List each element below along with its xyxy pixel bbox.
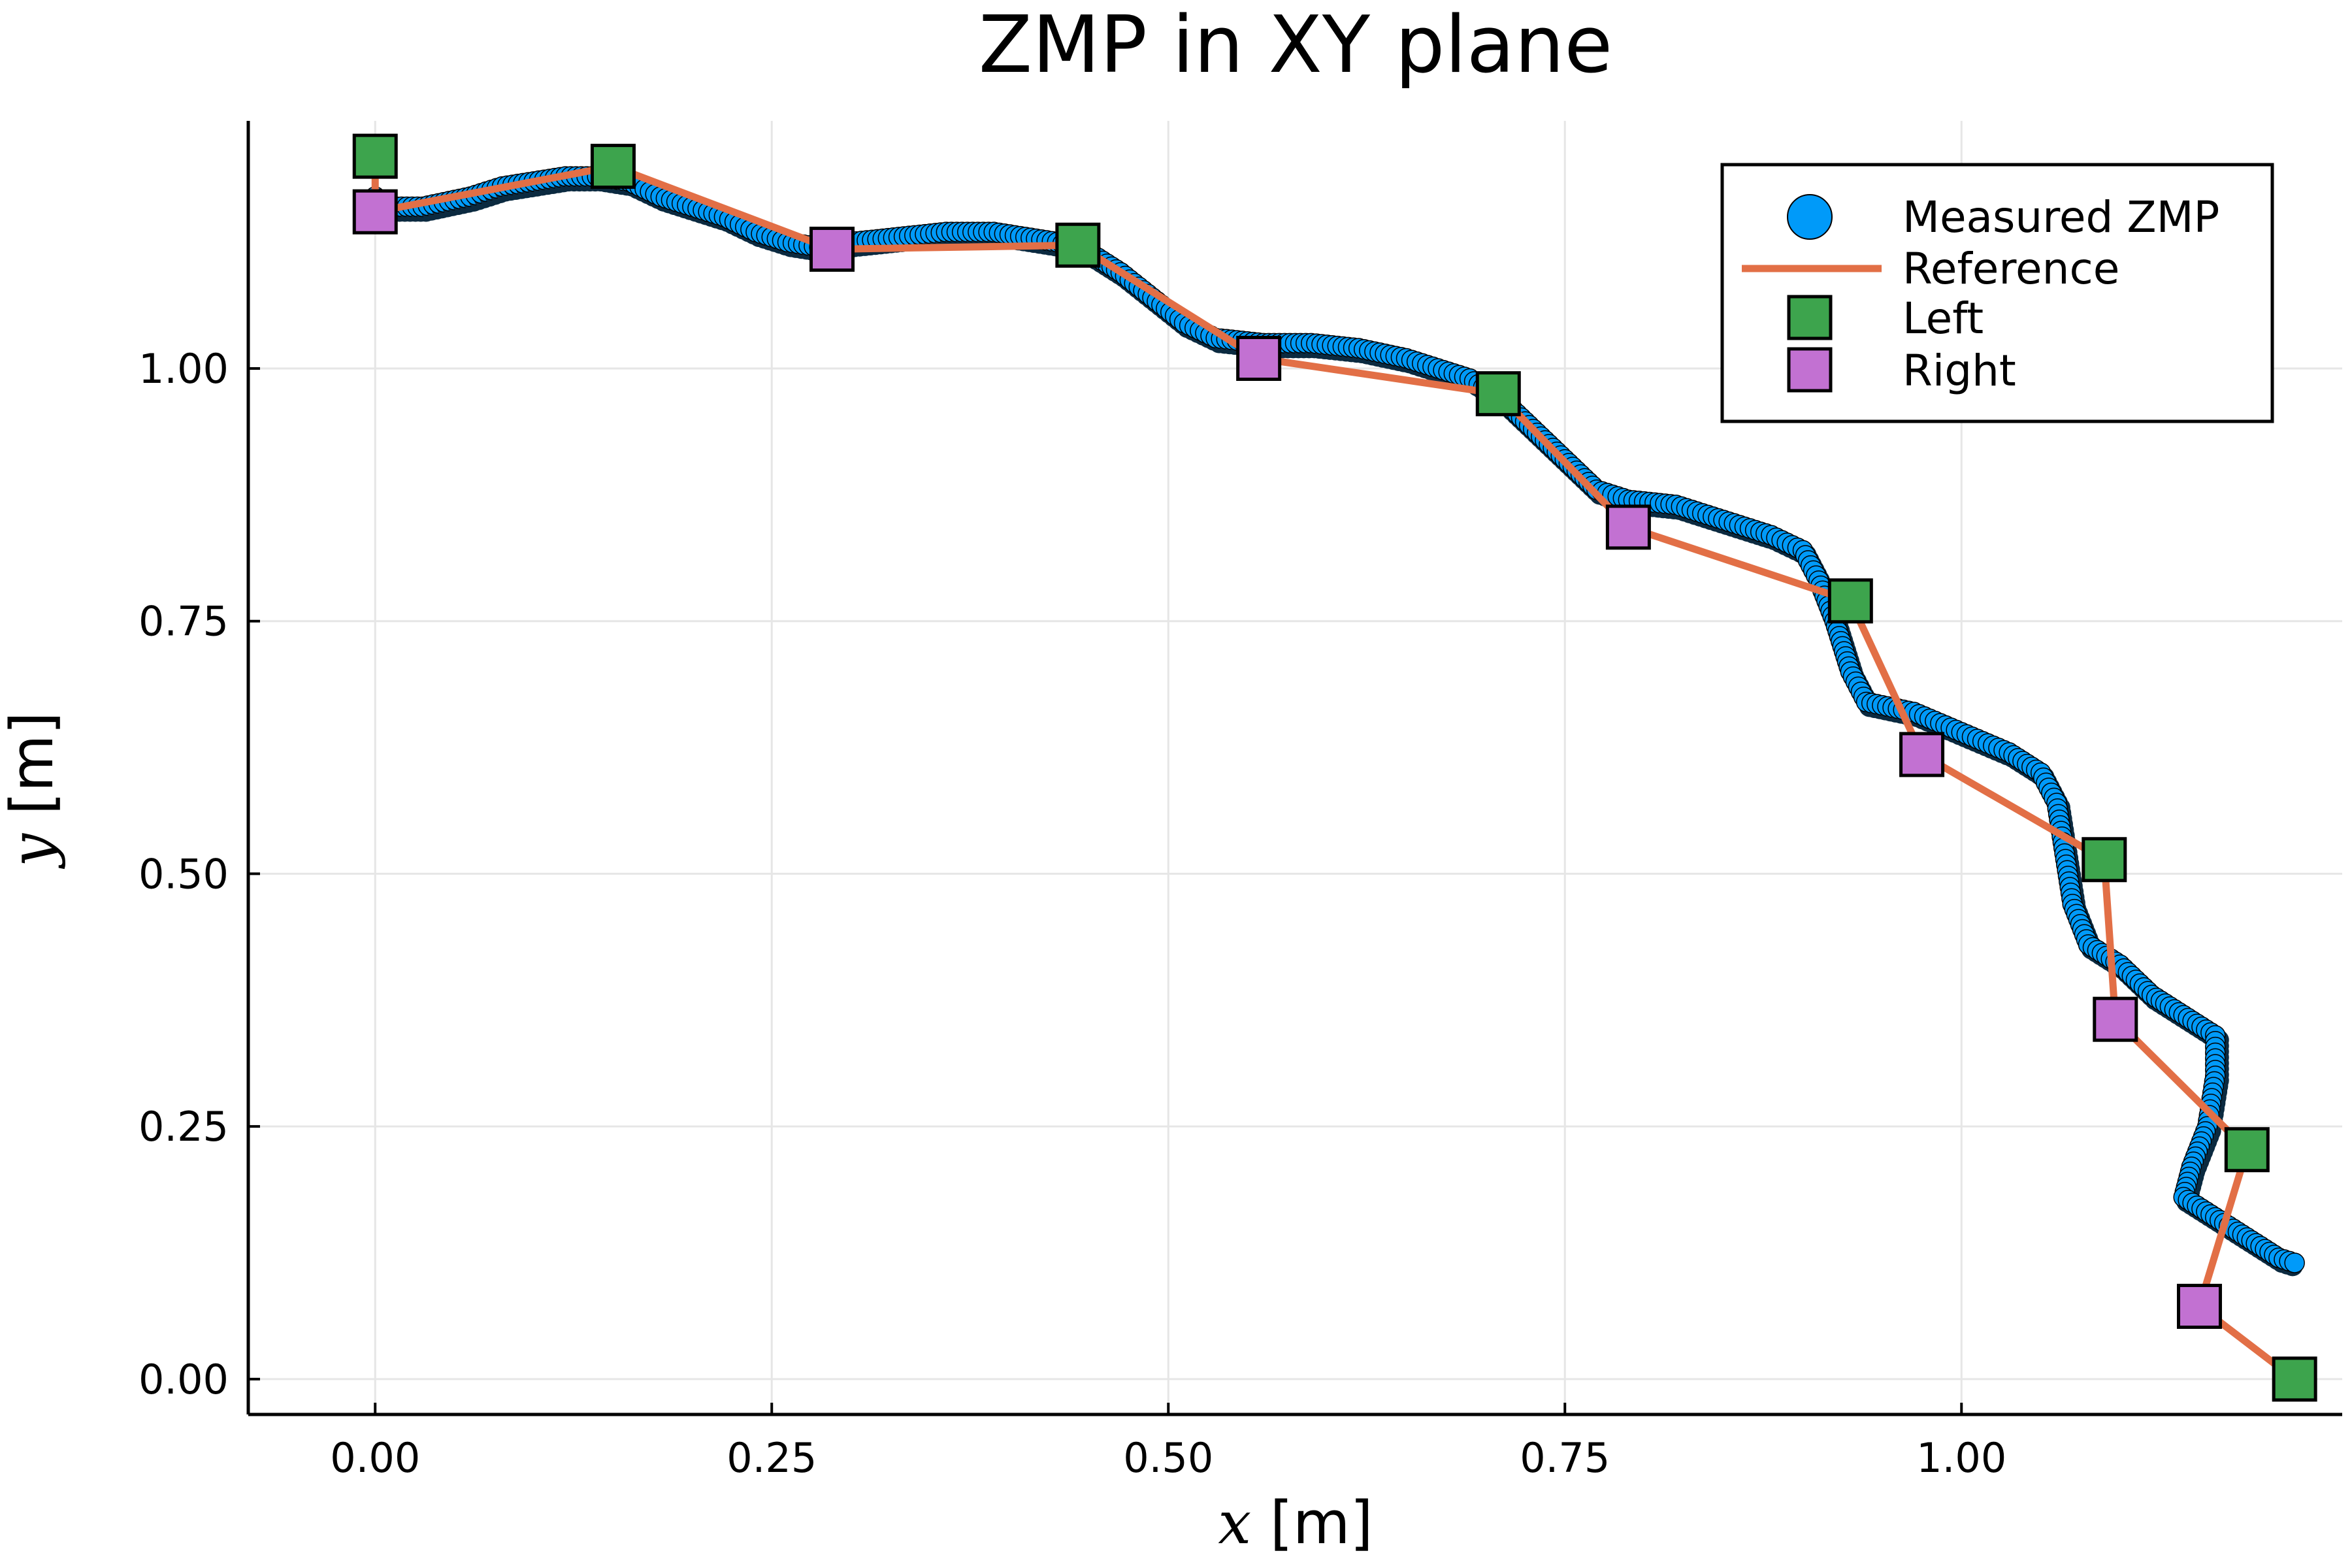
right-footstep-marker [2093, 996, 2138, 1042]
left-footstep-marker [2224, 1127, 2270, 1173]
left-footstep-marker [1827, 578, 1873, 624]
y-tick-label: 0.50 [139, 850, 229, 898]
right-footstep-marker [1605, 504, 1651, 550]
legend-label-reference: Reference [1903, 244, 2119, 294]
legend-label-measured-zmp: Measured ZMP [1903, 192, 2219, 242]
legend-swatch-right [1787, 347, 1833, 393]
y-tick-label: 0.75 [139, 598, 229, 645]
x-axis-unit: [m] [1251, 1489, 1373, 1558]
chart-title: ZMP in XY plane [979, 0, 1612, 91]
x-tick-label: 0.00 [330, 1434, 420, 1482]
left-footstep-marker [1055, 222, 1101, 268]
x-tick-label: 0.50 [1123, 1434, 1213, 1482]
left-footstep-marker [590, 144, 636, 189]
axes [246, 121, 2342, 1416]
right-footstep-marker [2176, 1283, 2222, 1329]
legend: Measured ZMP Reference Left Right [1720, 163, 2274, 423]
legend-box [1720, 163, 2274, 423]
x-tick-label: 0.25 [727, 1434, 817, 1482]
tick-labels: 0.00 0.25 0.50 0.75 1.00 0.00 0.25 0.50 0.75 1.00 [139, 345, 2006, 1482]
legend-swatch-measured-zmp [1787, 194, 1833, 240]
y-axis-variable: y [0, 833, 67, 870]
y-tick-label: 0.00 [139, 1356, 229, 1403]
x-tick-label: 0.75 [1520, 1434, 1610, 1482]
x-axis-variable: x [1218, 1489, 1251, 1558]
legend-swatch-left [1787, 295, 1833, 340]
left-footstep-marker [2082, 837, 2127, 883]
right-footstep-marker [809, 226, 855, 272]
x-tick-label: 1.00 [1916, 1434, 2006, 1482]
right-footstep-marker [1899, 732, 1945, 777]
left-footstep-marker [1475, 371, 1521, 417]
left-footstep-marker [352, 133, 398, 179]
right-footstep-marker [1236, 336, 1282, 382]
measured-zmp-point [2284, 1252, 2305, 1273]
x-axis-label: x [m] [1218, 1489, 1373, 1558]
legend-label-right: Right [1903, 346, 2016, 396]
y-tick-label: 1.00 [139, 345, 229, 393]
right-footstep-marker [352, 189, 398, 235]
y-axis-unit: [m] [0, 711, 67, 834]
legend-label-left: Left [1903, 293, 1984, 344]
left-footstep-marker [2272, 1356, 2317, 1402]
y-tick-label: 0.25 [139, 1103, 229, 1151]
footstep-marker-layer [352, 133, 2317, 1402]
y-axis-label: y [m] [0, 711, 67, 869]
